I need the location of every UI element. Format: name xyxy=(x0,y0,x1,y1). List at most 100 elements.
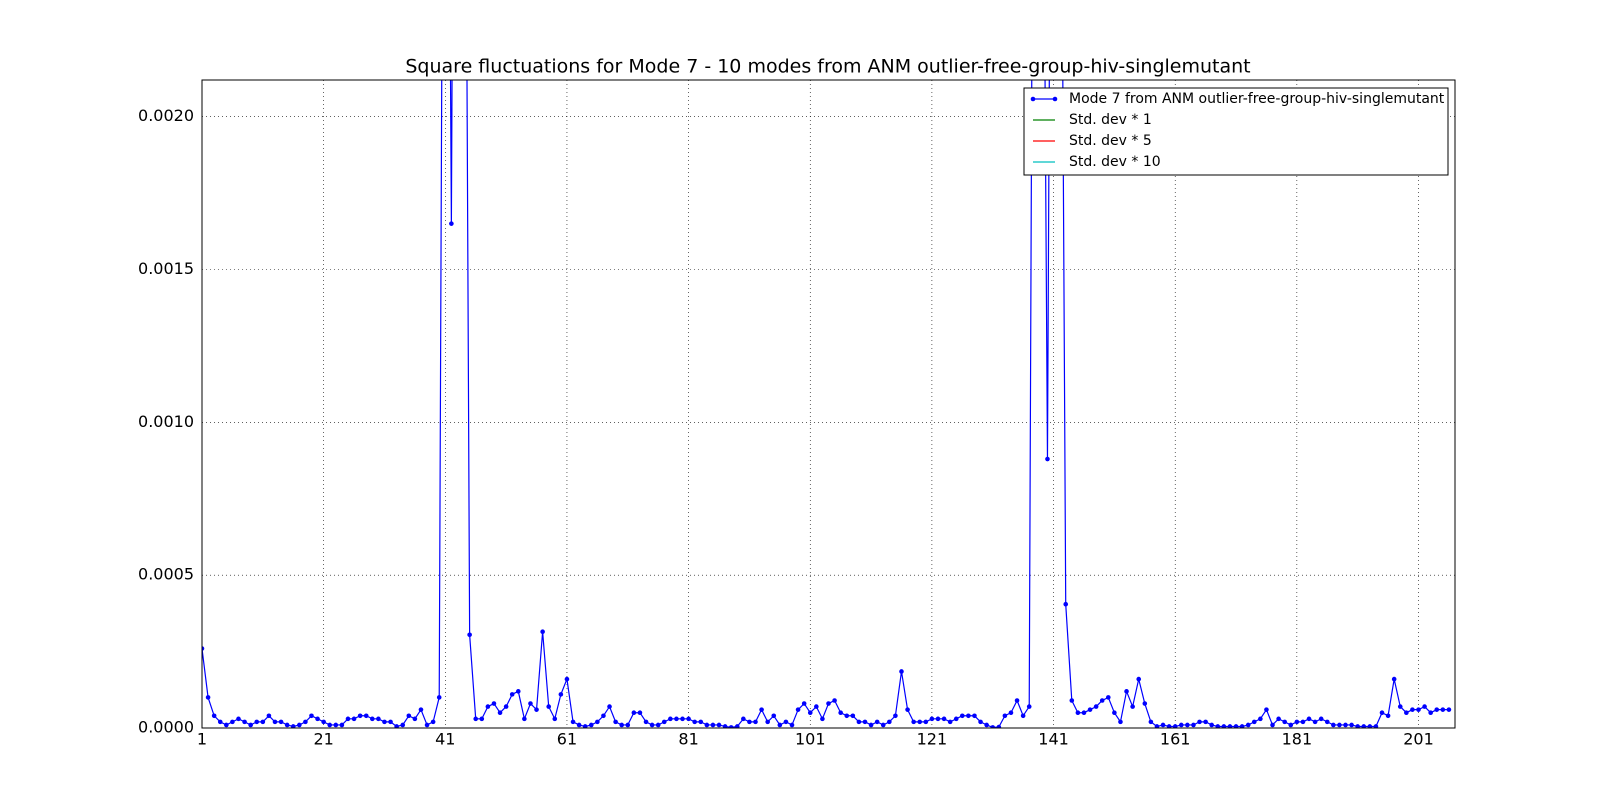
data-point xyxy=(339,722,345,728)
data-point xyxy=(564,676,570,682)
data-point xyxy=(1258,716,1263,722)
data-point xyxy=(491,701,497,706)
data-point xyxy=(473,716,479,722)
data-point xyxy=(515,689,521,694)
data-point xyxy=(260,719,266,725)
data-point xyxy=(1185,722,1190,728)
data-point xyxy=(582,724,588,728)
data-point xyxy=(424,722,430,728)
data-point xyxy=(698,719,704,725)
data-point xyxy=(528,701,533,706)
data-point xyxy=(850,713,856,719)
data-point xyxy=(619,722,624,728)
data-point xyxy=(412,716,418,722)
data-point xyxy=(1416,707,1421,712)
y-tick-label: 0.0000 xyxy=(138,718,194,737)
data-point xyxy=(1251,719,1257,725)
data-point xyxy=(1124,689,1129,694)
data-point xyxy=(485,704,491,709)
data-point xyxy=(394,724,399,728)
data-point xyxy=(430,719,436,725)
data-point xyxy=(1178,722,1184,728)
data-point xyxy=(1318,716,1324,722)
data-point xyxy=(370,716,375,722)
data-point xyxy=(899,669,904,674)
data-point xyxy=(418,707,424,712)
data-point xyxy=(862,719,868,725)
data-point xyxy=(1130,704,1135,709)
data-point xyxy=(266,713,272,719)
data-point xyxy=(217,719,223,725)
data-point xyxy=(1142,701,1148,706)
data-point xyxy=(363,713,369,719)
data-point xyxy=(497,710,503,716)
data-point xyxy=(680,716,685,722)
data-point xyxy=(576,722,582,728)
x-tick-label: 21 xyxy=(313,730,333,749)
data-point xyxy=(1428,710,1433,716)
data-point xyxy=(1264,707,1269,712)
data-point xyxy=(376,716,381,722)
data-point xyxy=(522,716,527,722)
data-point xyxy=(710,722,716,728)
data-point xyxy=(1349,722,1354,728)
data-point xyxy=(1404,710,1409,716)
data-point xyxy=(230,719,235,725)
data-point xyxy=(984,722,989,728)
plot-frame xyxy=(201,79,1456,729)
data-point xyxy=(278,719,284,725)
data-point xyxy=(321,719,326,725)
data-point xyxy=(1373,724,1379,728)
data-point xyxy=(929,716,935,722)
data-point xyxy=(333,722,339,728)
data-point xyxy=(777,722,783,728)
data-point xyxy=(1008,710,1014,716)
data-point xyxy=(607,704,612,709)
data-point xyxy=(880,722,886,728)
data-point xyxy=(479,716,485,722)
data-point xyxy=(686,716,691,722)
data-point xyxy=(1446,707,1452,712)
data-point xyxy=(911,719,916,725)
y-tick-label: 0.0015 xyxy=(138,259,194,278)
data-point xyxy=(668,716,673,722)
data-point xyxy=(1148,719,1154,725)
data-point xyxy=(1099,698,1105,703)
data-point xyxy=(303,719,308,725)
data-point xyxy=(205,695,211,700)
data-point xyxy=(1367,724,1373,728)
data-point xyxy=(540,629,545,635)
data-point xyxy=(814,704,819,709)
data-point xyxy=(1434,707,1440,712)
y-tick-label: 0.0020 xyxy=(138,106,194,125)
data-point xyxy=(838,710,843,716)
data-point xyxy=(765,719,770,725)
data-point xyxy=(996,724,1002,728)
data-point xyxy=(795,707,801,712)
data-point xyxy=(1215,724,1221,728)
data-point xyxy=(1300,719,1306,725)
data-point xyxy=(905,707,910,712)
data-point xyxy=(1154,724,1160,728)
legend: Mode 7 from ANM outlier-free-group-hiv-s… xyxy=(1023,87,1449,176)
data-point xyxy=(382,719,387,725)
data-point xyxy=(1282,719,1287,725)
data-point xyxy=(935,716,941,722)
data-point xyxy=(832,698,837,703)
data-point xyxy=(1331,722,1336,728)
data-point xyxy=(534,707,539,712)
data-point xyxy=(1245,722,1251,728)
data-point xyxy=(254,719,260,725)
x-tick-label: 61 xyxy=(557,730,577,749)
data-point xyxy=(947,719,953,725)
data-point xyxy=(1093,704,1099,709)
data-point xyxy=(856,719,862,725)
data-point xyxy=(345,716,351,722)
legend-marker xyxy=(1030,96,1036,102)
data-point xyxy=(1166,724,1172,728)
data-point xyxy=(1312,719,1318,725)
legend-label: Std. dev * 10 xyxy=(1069,154,1161,170)
x-tick-label: 101 xyxy=(795,730,826,749)
x-tick-label: 201 xyxy=(1403,730,1434,749)
